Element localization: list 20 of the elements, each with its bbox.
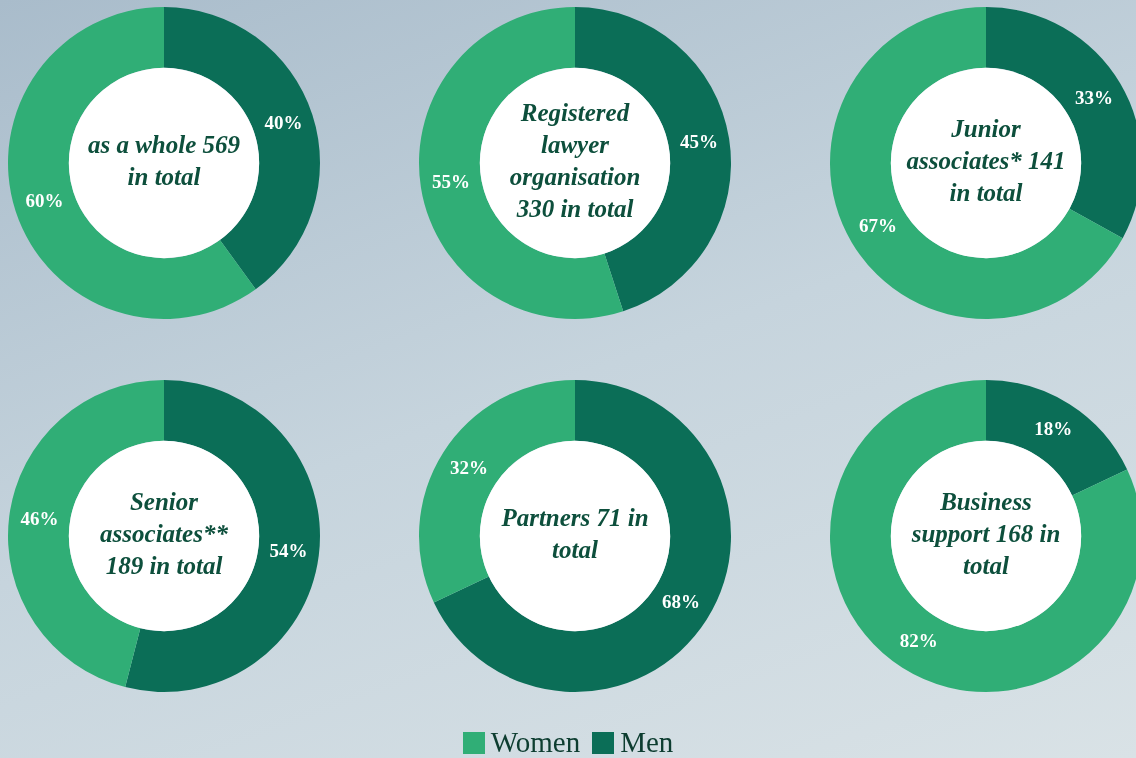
text: as a whole 569 in total [87,131,241,191]
data-label: 40% [264,112,303,134]
text: Registered lawyer organisation 330 in total [509,99,641,223]
data-label: 46% [20,508,59,530]
text: Partners 71 in total [500,504,649,564]
data-label: 54% [269,539,308,561]
data-label: 32% [449,456,488,478]
data-label: 55% [431,170,470,192]
data-label: 82% [899,629,938,651]
text: Business support 168 in total [910,488,1061,580]
text: Senior associates** 189 in total [100,488,229,580]
data-label: 60% [25,189,64,211]
data-label: 33% [1075,86,1114,108]
legend-label: Men [619,726,674,758]
data-label: 45% [680,131,719,153]
legend-label: Women [489,726,581,758]
data-label: 68% [662,591,701,613]
data-label: 18% [1034,417,1073,439]
data-label: 67% [858,214,897,236]
text: Junior associates* 141 in total [906,115,1066,207]
